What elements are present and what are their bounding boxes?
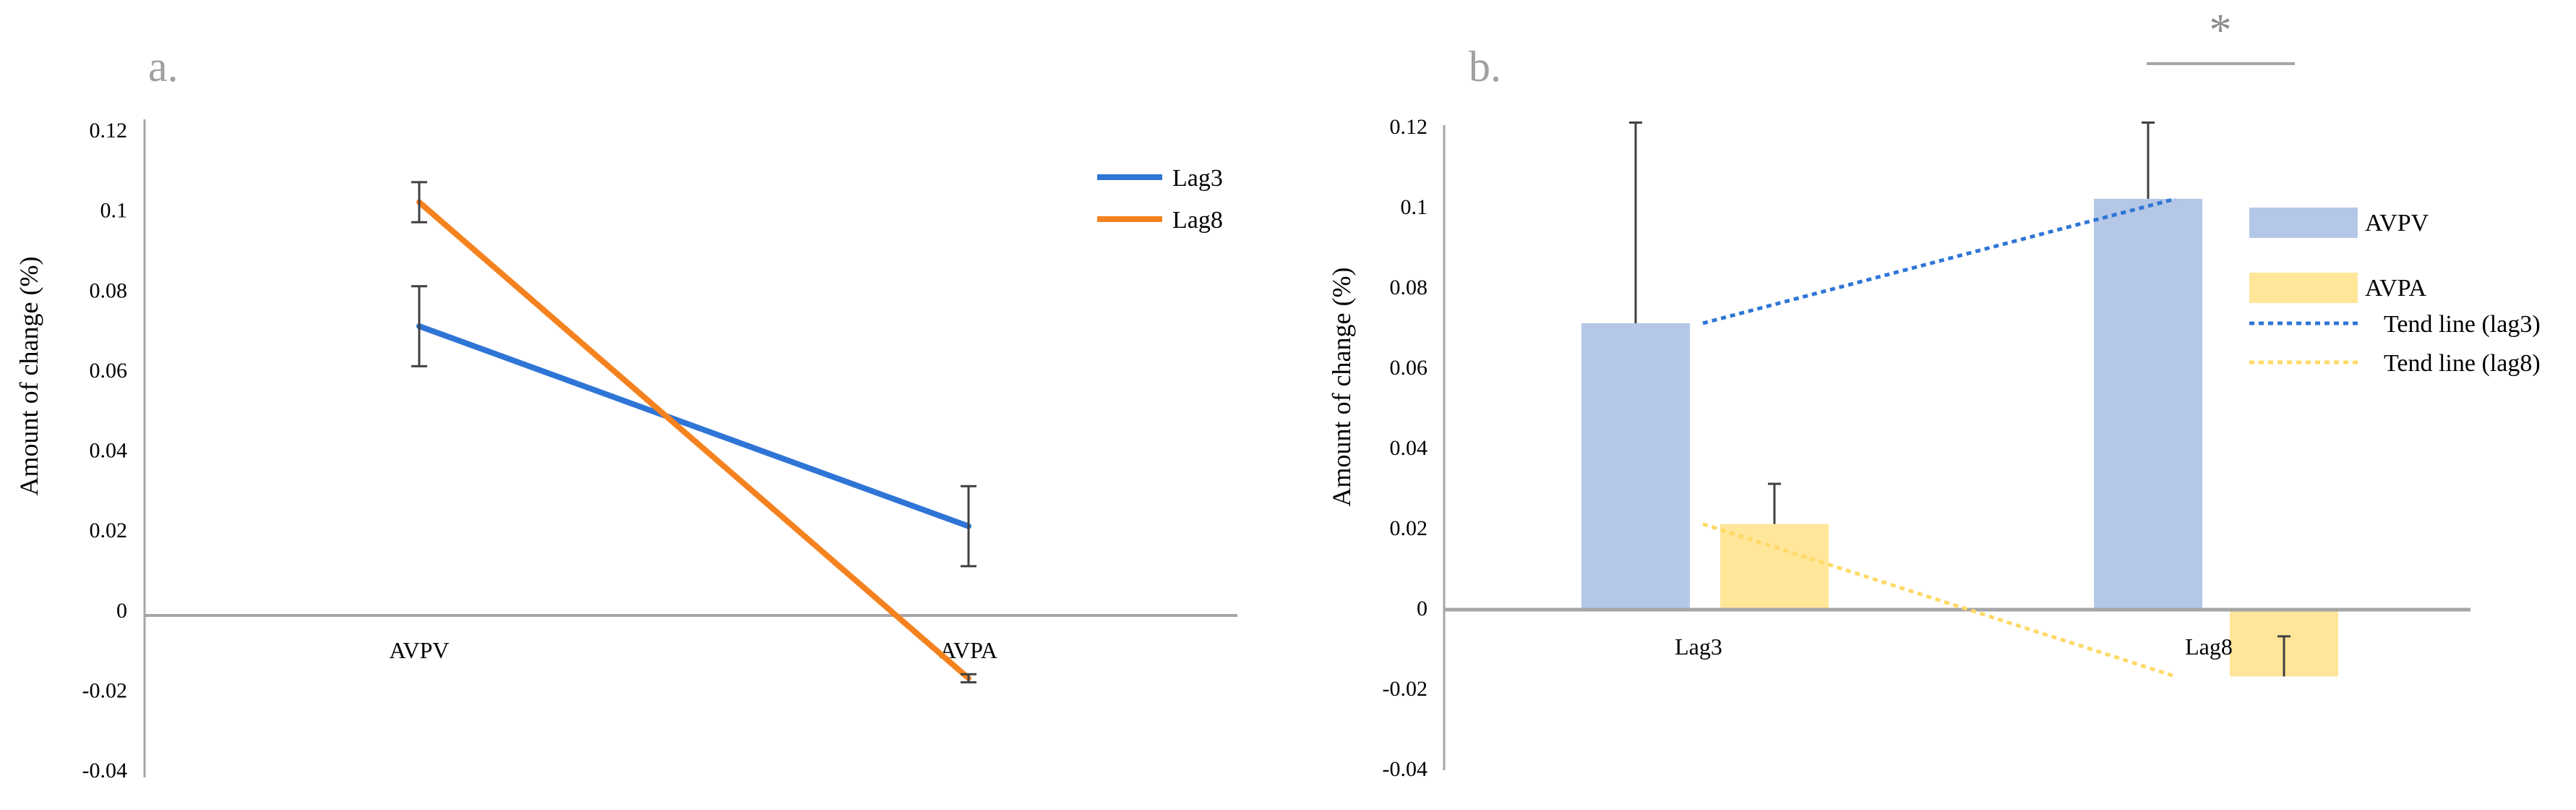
legend-label-trend-lag3: Tend line (lag3): [2384, 311, 2541, 338]
panel-label-b: b.: [1469, 43, 1501, 90]
legend-label-lag3: Lag3: [1172, 165, 1223, 192]
error-bar-a-lag8: [411, 181, 427, 223]
x-category-label-b: Lag3: [1675, 634, 1722, 660]
y-tick-label-b: 0.06: [1390, 356, 1428, 380]
x-category-label-a: AVPV: [390, 637, 450, 663]
bar-avpa-lag3: [1720, 524, 1829, 608]
y-tick-label-a: 0.06: [90, 359, 128, 383]
y-axis-label-a: Amount of change (%): [14, 257, 43, 496]
y-tick-label-a: -0.02: [82, 678, 128, 702]
y-tick-label-b: 0.04: [1390, 436, 1428, 460]
error-bar-b: [2142, 121, 2155, 199]
error-bar-b: [2277, 635, 2291, 677]
bar-avpv-lag3: [1581, 323, 1690, 608]
y-tick-label-b: 0.02: [1390, 516, 1428, 540]
y-tick-label-a: 0.1: [100, 199, 128, 223]
y-tick-label-a: -0.04: [82, 759, 128, 783]
series-line-lag3: [416, 323, 971, 529]
y-tick-label-a: 0.08: [90, 278, 128, 302]
error-bar-b: [1629, 121, 1642, 323]
legend-swatch-avpa: [2249, 273, 2358, 303]
y-tick-label-b: 0.08: [1390, 276, 1428, 299]
x-category-label-b: Lag8: [2185, 634, 2233, 660]
y-tick-label-b: 0: [1417, 597, 1427, 621]
y-tick-label-a: 0.12: [90, 119, 128, 142]
y-tick-label-b: 0.1: [1401, 195, 1428, 219]
legend-swatch-avpv: [2249, 208, 2358, 238]
y-tick-label-a: 0.02: [90, 519, 128, 542]
legend-label-avpv: AVPV: [2365, 210, 2429, 236]
y-tick-label-a: 0: [116, 599, 127, 623]
bar-avpv-lag8: [2094, 198, 2202, 608]
trend-line-lag3: [1702, 197, 2176, 325]
panel-label-a: a.: [148, 43, 179, 90]
series-line-lag8: [416, 199, 971, 681]
legend-label-trend-lag8: Tend line (lag8): [2384, 350, 2541, 377]
y-axis-label-b: Amount of change (%): [1327, 268, 1356, 507]
error-bar-a-lag8: [961, 673, 976, 683]
legend-label-avpa: AVPA: [2365, 275, 2427, 302]
legend-label-lag8: Lag8: [1172, 207, 1223, 234]
y-tick-label-a: 0.04: [90, 439, 128, 463]
chart-a: a. Amount of change (%) -0.04 -0.02 0 0.02 0…: [14, 43, 1237, 783]
chart-b: b. Amount of change (%) -0.04 -0.02 0 0.02 0…: [1327, 6, 2541, 781]
trend-line-lag8: [1702, 522, 2176, 678]
y-tick-label-b: -0.02: [1383, 677, 1428, 701]
y-tick-label-b: 0.12: [1390, 115, 1428, 139]
error-bar-a-lag3: [411, 285, 427, 367]
error-bar-a-lag3: [961, 485, 976, 568]
error-bar-b: [1768, 482, 1781, 524]
y-tick-label-b: -0.04: [1383, 757, 1428, 781]
significance-star: *: [2210, 6, 2232, 55]
